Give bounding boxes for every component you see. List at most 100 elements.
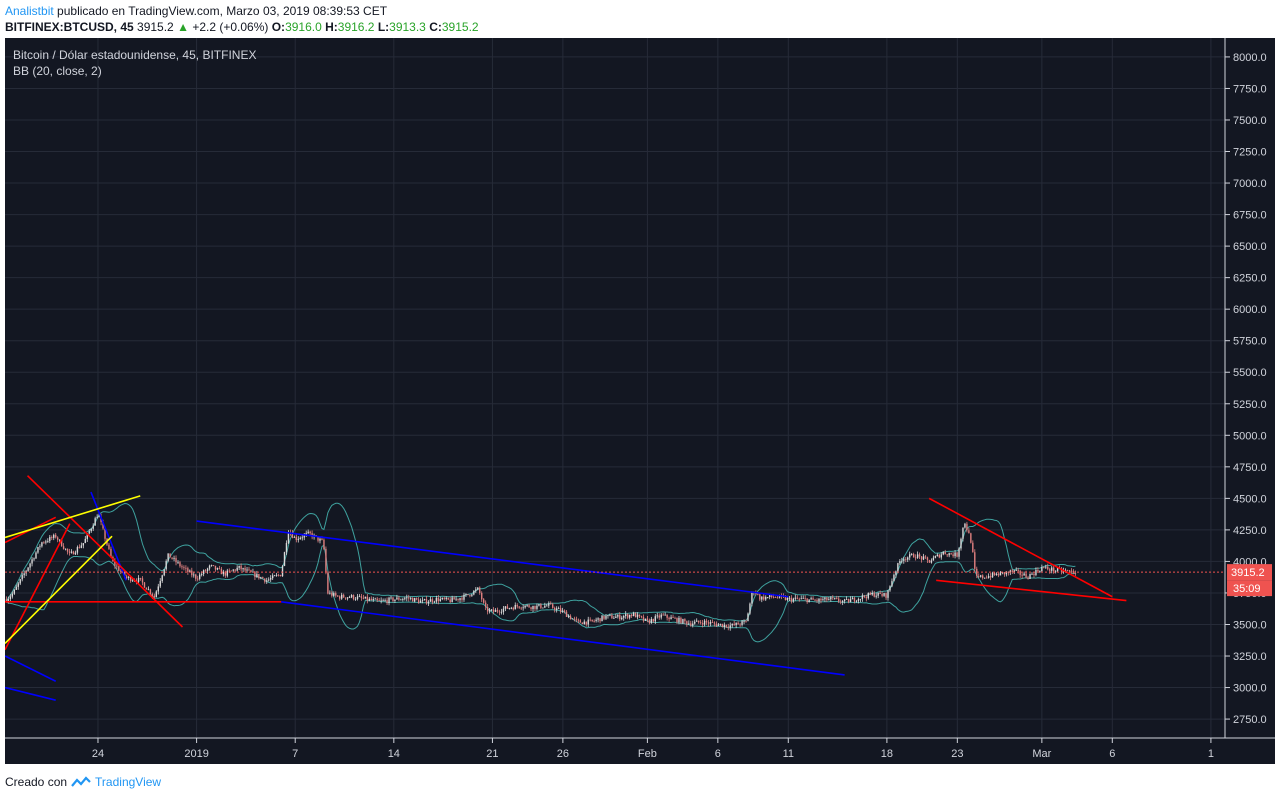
y-tick-label: 8000.0 [1233, 52, 1267, 64]
trend-line [5, 686, 56, 701]
low-value: 3913.3 [389, 20, 426, 34]
candle-body [567, 615, 570, 617]
candle-body [853, 597, 856, 602]
candle-body [721, 623, 724, 627]
candle-body [120, 570, 122, 572]
chart-area[interactable]: 2750.03000.03250.03500.03750.04000.04250… [5, 38, 1275, 764]
candle-body [832, 597, 834, 599]
candle-body [601, 615, 603, 622]
candle-body [978, 575, 980, 577]
candle-body [851, 597, 854, 600]
candle-body [938, 554, 941, 558]
candle-body [179, 562, 181, 567]
candle-body [573, 618, 576, 620]
candle-body [68, 551, 71, 553]
candle-body [1054, 570, 1057, 572]
candle-body [481, 592, 483, 600]
candle-body [737, 622, 739, 625]
candle-body [847, 598, 850, 603]
candle-body [715, 623, 718, 626]
candle-body [508, 608, 511, 609]
candle-body [909, 554, 911, 558]
candle-body [147, 589, 150, 591]
candle-body [609, 615, 611, 616]
candle-body [632, 612, 635, 617]
candle-body [337, 595, 339, 597]
price-chart[interactable]: 2750.03000.03250.03500.03750.04000.04250… [5, 38, 1275, 764]
candle-body [607, 615, 609, 617]
candle-body [23, 573, 25, 576]
candle-body [636, 614, 639, 618]
candle-body [242, 568, 244, 570]
candle-body [384, 600, 386, 601]
candle-body [224, 571, 227, 576]
candle-body [307, 531, 309, 534]
x-tick-label: 14 [388, 748, 400, 760]
y-tick-label: 6500.0 [1233, 241, 1267, 253]
candle-body [149, 589, 152, 594]
candle-body [380, 600, 382, 602]
candle-body [114, 561, 116, 566]
up-triangle-icon: ▲ [177, 20, 189, 34]
candle-body [818, 598, 820, 602]
candle-body [630, 614, 633, 617]
candle-body [260, 577, 262, 579]
candle-body [1007, 571, 1010, 573]
candle-body [400, 599, 402, 601]
candle-body [650, 618, 653, 624]
candle-body [548, 603, 550, 606]
candle-body [544, 605, 546, 608]
candle-body [557, 608, 560, 610]
candle-body [246, 569, 248, 571]
close-value: 3915.2 [441, 20, 479, 34]
candle-body [220, 568, 223, 575]
candle-body [658, 615, 660, 618]
candle-body [1068, 570, 1071, 572]
candle-body [1043, 567, 1045, 568]
candle-body [966, 523, 968, 531]
candle-body [269, 578, 272, 580]
candle-body [333, 593, 335, 596]
candle-body [301, 537, 303, 539]
low-label: L: [377, 20, 390, 34]
last-price-box [1227, 564, 1272, 581]
countdown-box [1227, 580, 1272, 597]
tradingview-link[interactable]: TradingView [95, 775, 162, 789]
candle-body [918, 554, 921, 557]
candle-body [451, 597, 453, 603]
indicator-label: BB (20, close, 2) [13, 64, 102, 78]
candle-body [305, 533, 307, 535]
candle-body [646, 618, 649, 621]
candle-body [372, 599, 374, 601]
candle-body [697, 620, 700, 623]
candle-body [78, 547, 81, 548]
tradingview-logo-icon [71, 776, 91, 787]
candle-body [538, 604, 540, 606]
candle-body [214, 565, 217, 570]
candle-body [486, 607, 489, 612]
candle-body [66, 548, 69, 552]
candle-body [279, 574, 282, 577]
candle-body [195, 574, 197, 579]
candle-body [1074, 573, 1077, 575]
candle-body [29, 563, 31, 568]
candle-body [565, 611, 568, 617]
candle-body [386, 600, 388, 603]
candle-body [696, 620, 698, 622]
candle-body [861, 595, 864, 599]
candle-body [899, 561, 901, 564]
candle-body [335, 593, 337, 596]
candle-body [76, 547, 79, 553]
trend-line [928, 497, 1113, 598]
candle-body [656, 615, 658, 617]
candle-body [439, 599, 442, 602]
candle-body [985, 577, 988, 579]
candle-body [496, 610, 499, 612]
x-tick-label: 26 [557, 748, 569, 760]
y-tick-label: 4750.0 [1233, 462, 1267, 474]
author-link[interactable]: Analistbit [5, 4, 54, 18]
candle-body [542, 607, 544, 609]
candle-body [705, 620, 708, 623]
candle-body [660, 614, 662, 618]
candle-body [901, 560, 903, 562]
